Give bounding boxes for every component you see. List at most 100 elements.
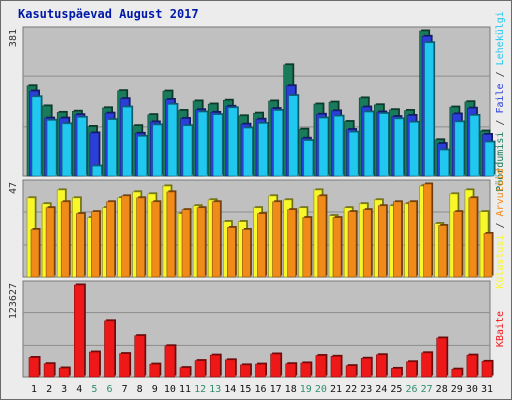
bar-arvuteid <box>257 213 266 278</box>
bar-arvuteid <box>196 207 206 278</box>
bar-arvuteid <box>45 207 55 278</box>
x-tick-label: 3 <box>61 384 67 395</box>
bar-arvuteid <box>121 195 130 278</box>
bar-arvuteid <box>453 211 463 278</box>
bar-arvuteid <box>227 227 236 278</box>
x-tick-label: 6 <box>106 384 112 395</box>
x-tick-label: 15 <box>239 384 251 395</box>
bar-arvuteid <box>408 201 417 278</box>
legend-entry: Külastusi <box>495 235 506 289</box>
x-tick-label: 7 <box>122 384 128 395</box>
x-tick-label: 12 <box>194 384 206 395</box>
x-tick-label: 21 <box>330 384 342 395</box>
bar-arvuteid <box>302 217 312 278</box>
bar-kbaite <box>270 353 281 378</box>
bar-arvuteid <box>211 201 221 278</box>
bar-lehekülgi <box>228 107 238 177</box>
bar-lehekülgi <box>107 119 117 177</box>
bar-arvuteid <box>166 191 176 278</box>
x-tick-label: 9 <box>152 384 158 395</box>
bar-lehekülgi <box>333 115 344 177</box>
bar-kbaite <box>345 365 357 378</box>
bar-lehekülgi <box>212 114 223 177</box>
bar-kbaite <box>119 353 130 378</box>
x-tick-label: 16 <box>254 384 266 395</box>
x-tick-label: 17 <box>270 384 282 395</box>
bar-arvuteid <box>287 209 297 278</box>
bar-lehekülgi <box>46 120 57 177</box>
x-tick-label: 22 <box>345 384 357 395</box>
panel-middle: 47 Külastusi / Arvuteid <box>8 168 506 288</box>
bar-kbaite <box>58 367 70 378</box>
bar-arvuteid <box>393 201 402 278</box>
bar-kbaite <box>451 368 463 378</box>
bar-kbaite <box>28 357 40 378</box>
x-tick-label: 31 <box>481 384 493 395</box>
bar-lehekülgi <box>484 141 495 177</box>
x-tick-label: 11 <box>179 384 191 395</box>
bar-kbaite <box>300 362 312 378</box>
bar-arvuteid <box>377 205 387 278</box>
x-tick-label: 29 <box>451 384 463 395</box>
bar-kbaite <box>134 335 145 378</box>
bar-lehekülgi <box>288 95 299 177</box>
legend-entry: KBaite <box>495 311 506 347</box>
ymax-label: 381 <box>8 29 19 47</box>
legend-label: Külastusi / Arvuteid <box>495 168 506 288</box>
x-tick-label: 1 <box>31 384 37 395</box>
bar-kbaite <box>179 367 191 378</box>
x-tick-label: 20 <box>315 384 327 395</box>
legend-entry: / <box>495 65 506 83</box>
x-tick-label: 5 <box>91 384 97 395</box>
bar-arvuteid <box>76 213 85 278</box>
bar-kbaite <box>240 364 251 378</box>
bar-kbaite <box>225 359 236 378</box>
bar-lehekülgi <box>137 136 147 177</box>
x-tick-label: 4 <box>76 384 82 395</box>
bar-lehekülgi <box>243 127 253 177</box>
ymax-label: 123627 <box>8 283 19 319</box>
bar-lehekülgi <box>409 122 419 177</box>
bar-lehekülgi <box>77 117 87 177</box>
bar-arvuteid <box>91 211 100 278</box>
x-tick-label: 18 <box>285 384 297 395</box>
bar-lehekülgi <box>273 110 283 177</box>
bar-lehekülgi <box>318 117 329 177</box>
bar-lehekülgi <box>424 42 434 177</box>
bar-arvuteid <box>30 229 40 278</box>
x-tick-label: 26 <box>405 384 417 395</box>
x-tick-label: 27 <box>421 384 433 395</box>
bar-lehekülgi <box>454 121 465 177</box>
bar-lehekülgi <box>92 165 102 177</box>
bar-kbaite <box>74 284 85 378</box>
bar-lehekülgi <box>394 118 404 177</box>
bar-arvuteid <box>347 211 357 278</box>
legend-entry: Faile <box>495 83 506 113</box>
bar-kbaite <box>436 337 448 378</box>
bar-kbaite <box>43 363 55 378</box>
x-tick-label: 10 <box>164 384 176 395</box>
x-tick-label: 24 <box>375 384 387 395</box>
bar-arvuteid <box>181 209 191 278</box>
legend-entry: / <box>495 114 506 132</box>
x-tick-label: 2 <box>46 384 52 395</box>
chart-title: Kasutuspäevad August 2017 <box>18 7 199 21</box>
panel-bottom: 123627 KBaite <box>8 280 506 378</box>
bar-lehekülgi <box>469 115 480 177</box>
panel-top: 381 Pöördumisi / Faile / Lehekülgi <box>8 11 506 192</box>
bar-arvuteid <box>362 209 372 278</box>
bar-lehekülgi <box>31 96 42 177</box>
bar-lehekülgi <box>378 113 389 177</box>
legend-entry: Lehekülgi <box>495 11 506 65</box>
bar-lehekülgi <box>348 131 359 177</box>
bar-lehekülgi <box>363 111 374 177</box>
bar-kbaite <box>421 352 432 378</box>
bar-arvuteid <box>151 201 161 278</box>
x-tick-label: 28 <box>436 384 448 395</box>
bar-lehekülgi <box>197 111 208 177</box>
bar-lehekülgi <box>122 106 132 177</box>
bar-kbaite <box>285 363 297 378</box>
bar-arvuteid <box>483 233 493 278</box>
bar-lehekülgi <box>258 123 268 177</box>
